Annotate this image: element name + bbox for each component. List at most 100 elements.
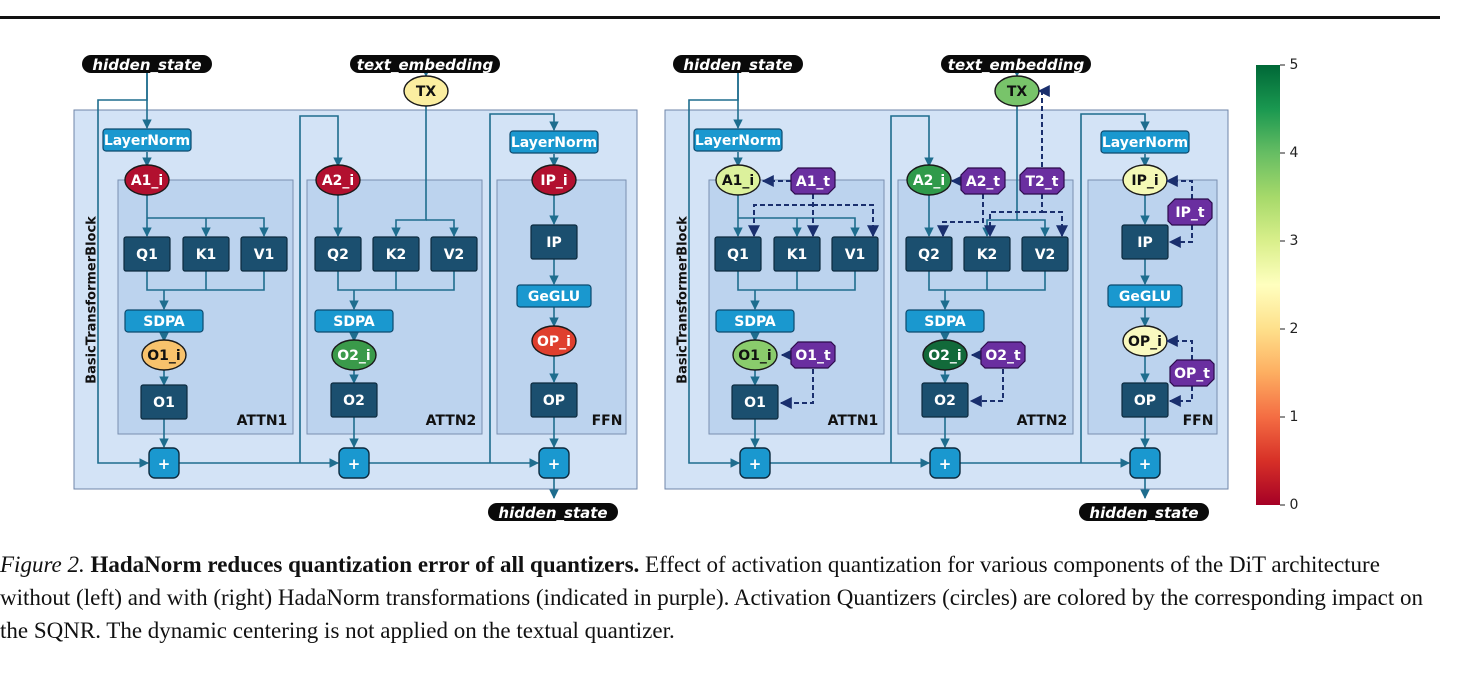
residual-add-1 xyxy=(148,447,180,479)
hidden-state-output-text: hidden_state xyxy=(1089,504,1198,522)
sdpa-1-text: SDPA xyxy=(143,314,185,330)
v2-box xyxy=(430,236,478,272)
colorbar-gradient xyxy=(1256,65,1280,505)
ffn-in-line xyxy=(489,113,559,463)
tx-quantizer-text: TX xyxy=(1007,84,1028,100)
k2-box-text: K2 xyxy=(977,247,998,263)
text-embedding-input xyxy=(350,55,500,73)
a1-v1-line xyxy=(147,217,269,237)
tx-v2-line xyxy=(1017,219,1050,237)
k1-box-text: K1 xyxy=(787,247,808,263)
attn1-label: ATTN1 xyxy=(828,413,879,429)
sqnr-colorbar: 0 1 2 3 4 5 xyxy=(1256,57,1299,513)
hidden-state-input xyxy=(673,55,803,73)
layernorm-1 xyxy=(102,128,192,152)
op-box-text: OP xyxy=(543,393,565,409)
opi-quantizer xyxy=(531,325,577,357)
ip-box xyxy=(530,224,578,260)
k1-box-text: K1 xyxy=(196,247,217,263)
o1t-transform xyxy=(790,341,836,369)
tx-k2-line xyxy=(391,104,427,237)
o1-box xyxy=(731,384,779,420)
block-label: BasicTransformerBlock xyxy=(85,216,100,384)
tx-v2-line xyxy=(426,219,459,237)
sdpa-2 xyxy=(905,309,985,333)
o2i-quantizer-text: O2_i xyxy=(928,348,961,364)
o2t-transform-text: O2_t xyxy=(985,348,1021,364)
k2-box-text: K2 xyxy=(386,247,407,263)
a2i-quantizer-text: A2_i xyxy=(913,173,945,189)
a2t-q2-dash xyxy=(937,194,984,238)
ffn-label: FFN xyxy=(592,413,623,429)
architecture-figure: BasicTransformerBlock ATTN1 ATTN2 FFN hidden… xyxy=(73,55,1299,522)
ipt-transform-text: IP_t xyxy=(1175,205,1204,221)
ffn-label: FFN xyxy=(1183,413,1214,429)
residual1-line xyxy=(97,73,149,468)
layernorm-2-text: LayerNorm xyxy=(1102,135,1188,151)
sdpa-2-text: SDPA xyxy=(924,314,966,330)
a1i-quantizer-text: A1_i xyxy=(722,173,754,189)
opt-transform xyxy=(1169,359,1215,387)
ipt-ip-dash xyxy=(1168,225,1193,248)
opi-quantizer-text: OP_i xyxy=(537,334,571,350)
a1t-v1-dash xyxy=(813,204,879,238)
op-box xyxy=(530,382,578,418)
attn2-label: ATTN2 xyxy=(1017,413,1068,429)
o2-box xyxy=(330,382,378,418)
q2-box xyxy=(314,236,362,272)
o1t-transform-text: O1_t xyxy=(795,348,831,364)
residual-add-3 xyxy=(1129,447,1161,479)
q2-box-text: Q2 xyxy=(327,247,349,263)
ip-box-text: IP xyxy=(546,235,561,251)
ffn-in-line xyxy=(1080,113,1150,463)
layernorm-1 xyxy=(693,128,783,152)
opi-quantizer-text: OP_i xyxy=(1128,334,1162,350)
sdpa-2-text: SDPA xyxy=(333,314,375,330)
residual1-line xyxy=(688,73,740,468)
v2-box-text: V2 xyxy=(1035,247,1056,263)
o1i-quantizer xyxy=(141,339,187,371)
a1t-transform-text: A1_t xyxy=(796,174,831,190)
colorbar-tick-label: 3 xyxy=(1290,233,1299,249)
ipi-quantizer-text: IP_i xyxy=(1131,173,1158,189)
opt-transform-text: OP_t xyxy=(1174,366,1210,382)
figure-caption: Figure 2. HadaNorm reduces quantization … xyxy=(0,548,1450,647)
v1-box-text: V1 xyxy=(845,247,866,263)
geglu-box xyxy=(516,284,592,308)
t2t-k2-dash xyxy=(984,194,1043,238)
residual-add-3-text: + xyxy=(548,455,561,473)
caption-title: HadaNorm reduces quantization error of a… xyxy=(90,552,640,577)
o2t-transform xyxy=(980,341,1026,369)
t2t-v2-dash xyxy=(1042,211,1068,238)
o2i-quantizer-text: O2_i xyxy=(337,348,370,364)
q1-box xyxy=(714,236,762,272)
v1-box xyxy=(831,236,879,272)
colorbar-tick-label: 0 xyxy=(1290,497,1299,513)
v2-box-text: V2 xyxy=(444,247,465,263)
top-rule xyxy=(0,16,1440,19)
hidden-state-input-text: hidden_state xyxy=(92,56,201,74)
residual-add-2-text: + xyxy=(939,455,952,473)
hidden-state-output xyxy=(1079,503,1209,521)
colorbar-tick-label: 4 xyxy=(1290,145,1299,161)
attn1-label: ATTN1 xyxy=(237,413,288,429)
a1i-quantizer xyxy=(715,164,761,196)
a1t-q1-dash xyxy=(748,204,813,238)
opt-op-dash xyxy=(1168,386,1193,407)
q1-box xyxy=(123,236,171,272)
q1-box-text: Q1 xyxy=(136,247,158,263)
layernorm-1-text: LayerNorm xyxy=(104,133,190,149)
k2-box xyxy=(372,236,420,272)
attn2-label: ATTN2 xyxy=(426,413,477,429)
q1-box-text: Q1 xyxy=(727,247,749,263)
sdpa-1-text: SDPA xyxy=(734,314,776,330)
geglu-box-text: GeGLU xyxy=(1119,289,1171,305)
hidden-state-output-text: hidden_state xyxy=(498,504,607,522)
v2-box xyxy=(1021,236,1069,272)
block-label: BasicTransformerBlock xyxy=(676,216,691,384)
tx-quantizer-text: TX xyxy=(416,84,437,100)
geglu-box-text: GeGLU xyxy=(528,289,580,305)
t2t-transform xyxy=(1019,167,1065,195)
attn2-in-line xyxy=(299,115,343,463)
tx-quantizer xyxy=(403,75,449,107)
